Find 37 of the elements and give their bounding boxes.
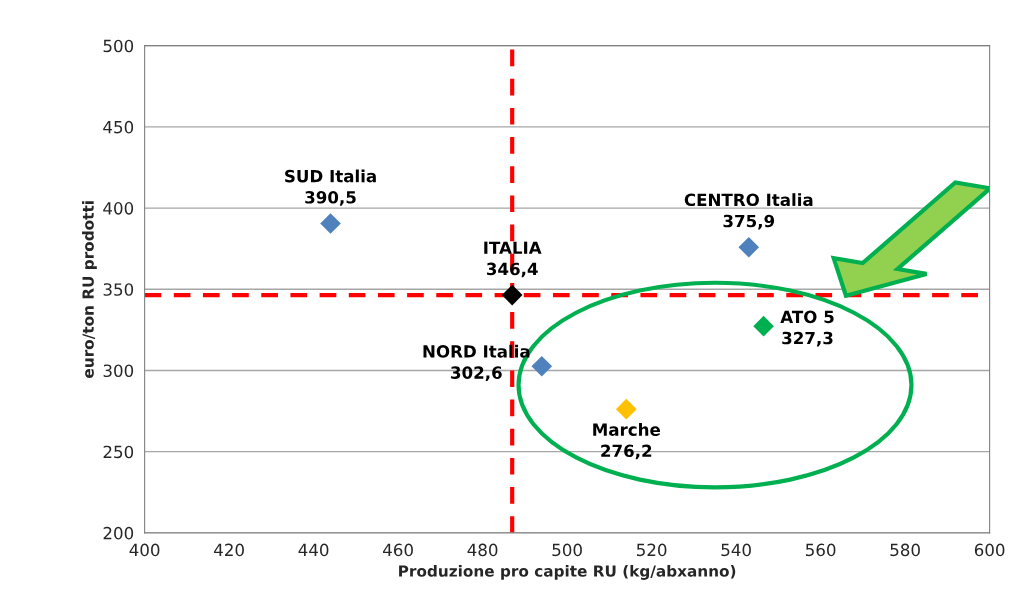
x-tick-label: 500 <box>552 543 582 557</box>
data-label: 276,2 <box>601 444 652 460</box>
x-tick-label: 580 <box>890 543 920 557</box>
x-tick-label: 560 <box>806 543 836 557</box>
point <box>738 236 760 258</box>
text: SUD Italia <box>285 169 376 183</box>
point <box>615 398 637 420</box>
point <box>531 355 553 377</box>
y-tick-label: 300 <box>103 364 134 378</box>
x-tick-label: 400 <box>129 543 160 557</box>
point <box>753 315 774 337</box>
y-tick-label: 350 <box>103 283 134 296</box>
x-tick-label: 540 <box>721 543 751 557</box>
y-tick-label: 250 <box>103 445 134 459</box>
data-label: 346,4 <box>486 262 538 278</box>
x-tick-label: 420 <box>214 543 244 557</box>
y-tick-label: 200 <box>103 526 134 540</box>
x-tick-label: 480 <box>467 543 498 557</box>
x-axis-title: Produzione pro capite RU (kg/abxanno) <box>399 564 736 580</box>
point <box>320 213 341 234</box>
series-label: ATO 5 <box>780 310 834 324</box>
data-label: 327,3 <box>782 331 833 347</box>
data-label: 390,5 <box>305 191 356 206</box>
series-label: Marche <box>593 423 661 436</box>
y-tick-label: 450 <box>103 120 134 134</box>
x-tick-label: 440 <box>298 543 329 557</box>
x-tick-label: 460 <box>383 543 413 557</box>
y-tick-label: 500 <box>103 39 134 53</box>
y-tick-label: 400 <box>103 202 134 215</box>
point <box>501 284 523 306</box>
x-tick-label: 600 <box>974 543 1005 557</box>
text: ITALIA <box>484 241 542 254</box>
data-label: 302,6 <box>451 366 502 382</box>
text: CENTRO Italia <box>684 193 813 207</box>
x-tick-label: 520 <box>637 543 667 557</box>
y-axis-title: euro/ton RU prodotti <box>82 201 97 378</box>
data-label: 375,9 <box>723 214 775 230</box>
